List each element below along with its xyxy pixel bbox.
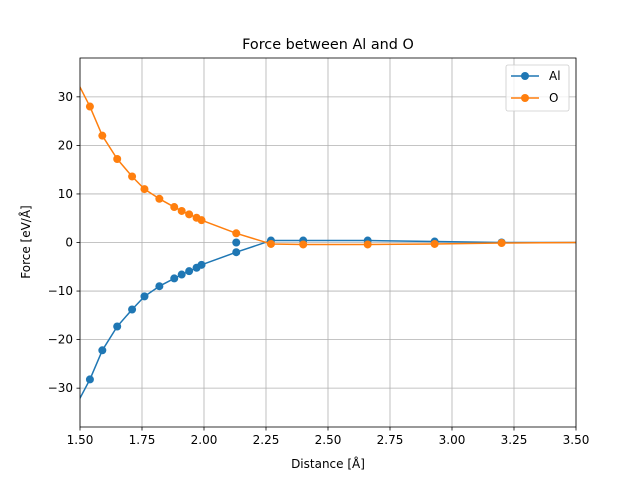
series-extra-2 <box>232 238 241 247</box>
data-point <box>128 305 137 314</box>
x-tick-label: 2.75 <box>377 433 404 447</box>
data-point <box>232 248 241 257</box>
data-point <box>232 229 241 238</box>
data-point <box>170 203 179 212</box>
y-tick-label: −30 <box>48 381 73 395</box>
data-point <box>197 260 206 269</box>
legend: Al O <box>505 64 570 112</box>
data-point <box>98 346 107 355</box>
data-point <box>113 322 122 331</box>
x-tick-label: 3.25 <box>501 433 528 447</box>
data-point <box>128 172 137 181</box>
data-point <box>155 282 164 291</box>
x-tick-label: 2.50 <box>315 433 342 447</box>
y-tick-label: 0 <box>65 236 73 250</box>
data-point <box>363 240 372 249</box>
data-point <box>85 375 94 384</box>
data-point <box>170 274 179 283</box>
data-point <box>155 194 164 203</box>
ticks: 1.50 1.75 2.00 2.25 2.50 2.75 3.00 3.25 3.50 −30 −… <box>48 90 590 447</box>
data-point <box>185 210 194 219</box>
data-point <box>185 267 194 276</box>
y-tick-label: −10 <box>48 284 73 298</box>
y-axis-label: Force [eV/Å] <box>18 205 33 279</box>
series-layer <box>80 85 576 400</box>
data-point <box>85 102 94 111</box>
legend-marker-o <box>521 94 529 102</box>
data-point <box>232 238 241 247</box>
data-point <box>266 239 275 248</box>
data-point <box>98 131 107 140</box>
y-tick-label: 10 <box>58 187 73 201</box>
legend-marker-al <box>521 72 529 80</box>
data-point <box>113 154 122 163</box>
x-tick-label: 2.00 <box>191 433 218 447</box>
x-tick-label: 1.75 <box>129 433 156 447</box>
x-tick-label: 3.00 <box>439 433 466 447</box>
x-tick-label: 2.25 <box>253 433 280 447</box>
y-tick-label: −20 <box>48 333 73 347</box>
x-axis-label: Distance [Å] <box>291 456 365 471</box>
data-point <box>140 185 149 194</box>
data-point <box>177 270 186 279</box>
series-o <box>80 85 576 249</box>
data-point <box>497 238 506 247</box>
chart-title: Force between Al and O <box>242 37 414 53</box>
x-tick-label: 1.50 <box>67 433 94 447</box>
legend-label-o: O <box>549 91 558 105</box>
data-point <box>430 239 439 248</box>
y-tick-label: 20 <box>58 138 73 152</box>
y-tick-label: 30 <box>58 90 73 104</box>
data-point <box>299 240 308 249</box>
data-point <box>140 292 149 301</box>
data-point <box>177 206 186 215</box>
data-point <box>197 216 206 225</box>
legend-label-al: Al <box>549 69 561 83</box>
x-tick-label: 3.50 <box>563 433 590 447</box>
